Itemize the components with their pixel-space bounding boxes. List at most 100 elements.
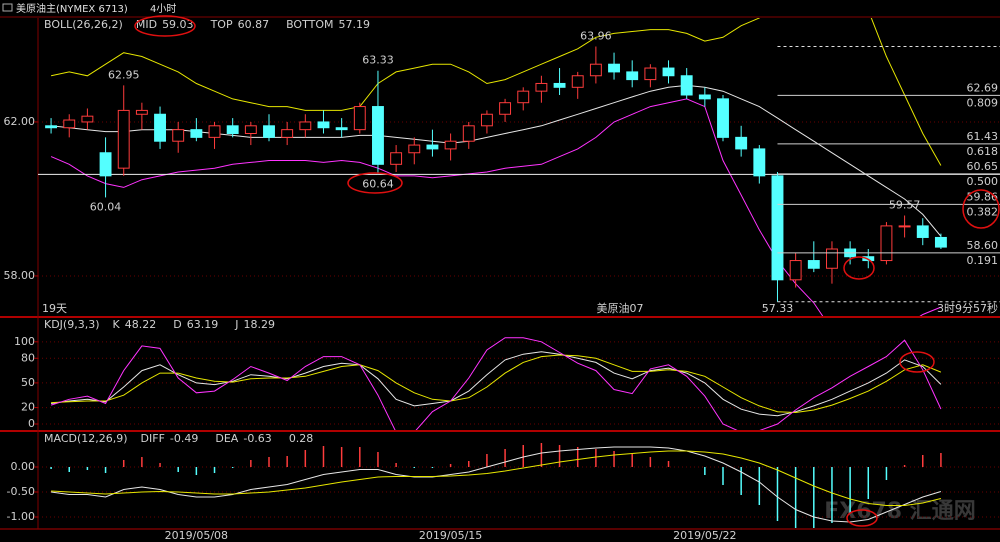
x-tick-label: 2019/05/08	[165, 529, 228, 542]
period-days: 19天	[42, 302, 67, 315]
y-tick-label: 100	[14, 335, 35, 348]
legend-text: DIFF	[141, 432, 165, 445]
fib-price: 60.65	[967, 160, 999, 173]
header-title: 美原油主(NYMEX 6713)	[16, 2, 128, 15]
candle-body	[626, 71, 639, 81]
series-line	[50, 18, 942, 166]
legend-text: TOP	[210, 18, 233, 31]
candle-body	[571, 75, 584, 88]
series-line	[51, 450, 942, 506]
candle-body	[353, 106, 366, 131]
window-icon[interactable]	[2, 3, 13, 12]
legend-text: 48.22	[125, 318, 157, 331]
fib-price: 58.60	[967, 239, 999, 252]
candle-body	[826, 248, 838, 269]
y-tick-label: 0	[28, 417, 35, 430]
series-line	[51, 446, 942, 523]
candle-body	[45, 125, 58, 129]
candle-body	[698, 94, 711, 100]
candle-body	[335, 127, 348, 131]
fib-ratio: 0.500	[967, 175, 999, 188]
candle-body	[589, 63, 602, 77]
legend-text: KDJ(9,3,3)	[44, 318, 100, 331]
low-label: 57.33	[762, 302, 794, 315]
candle-body	[63, 119, 76, 129]
fib-ratio: 0.618	[967, 145, 999, 158]
y-tick-label: 80	[21, 351, 35, 364]
candle-body	[154, 113, 166, 142]
candle-body	[317, 121, 330, 129]
highlight-circle	[843, 256, 875, 280]
fib-price: 59.86	[967, 190, 999, 203]
x-tick-label: 2019/05/22	[673, 529, 736, 542]
y-tick-label: 50	[21, 376, 35, 389]
candle-body	[408, 144, 421, 154]
candle-body	[208, 125, 221, 138]
legend-text: -0.63	[243, 432, 271, 445]
legend-text: -0.49	[170, 432, 198, 445]
fib-ratio: 0.382	[967, 205, 999, 218]
plot	[38, 443, 1000, 528]
candle-body	[735, 136, 748, 150]
legend-text: 0.28	[289, 432, 314, 445]
candle-body	[480, 113, 493, 127]
y-tick-label: -0.50	[7, 485, 35, 498]
legend-text: MID	[136, 18, 157, 31]
candle-body	[244, 125, 257, 135]
legend-text: 63.19	[187, 318, 219, 331]
candle-body	[553, 82, 566, 88]
fib-price: 62.69	[967, 81, 999, 94]
candle-body	[172, 129, 185, 142]
legend-text: 59.03	[162, 18, 194, 31]
candle-body	[771, 175, 784, 281]
low-label: 60.04	[90, 200, 122, 213]
highlight-circle	[899, 351, 935, 373]
contract-name: 美原油07	[597, 301, 644, 315]
candle-body	[535, 82, 548, 92]
y-tick-label: 58.00	[4, 269, 36, 282]
high-label: 63.33	[362, 54, 394, 67]
candle-body	[81, 115, 94, 123]
legend-text: MACD(12,26,9)	[44, 432, 128, 445]
candle-body	[372, 106, 384, 165]
candle-body	[916, 225, 929, 238]
candle-body	[717, 98, 729, 138]
fib-ratio: 0.191	[967, 254, 999, 267]
candle-body	[462, 125, 475, 142]
candle-body	[680, 75, 693, 96]
candle-body	[444, 140, 457, 150]
candle-body	[117, 109, 130, 169]
legend-text: K	[113, 318, 121, 331]
plot	[38, 337, 1000, 430]
high-label: 63.96	[580, 29, 612, 42]
candle-body	[517, 90, 530, 104]
candle-body	[807, 260, 820, 269]
legend-text: D	[173, 318, 181, 331]
candle-body	[190, 129, 203, 138]
y-tick-label: 0.00	[11, 460, 36, 473]
legend-text: 18.29	[243, 318, 275, 331]
low-label: 60.64	[362, 177, 394, 190]
highlight-circle	[962, 189, 1000, 229]
candle-body	[934, 236, 947, 248]
candle-body	[789, 260, 802, 281]
legend-text: 57.19	[338, 18, 370, 31]
highlight-circle	[846, 509, 878, 527]
high-label: 62.95	[108, 68, 140, 81]
y-tick-label: 62.00	[4, 115, 36, 128]
legend-text: BOTTOM	[286, 18, 333, 31]
candle-body	[880, 225, 893, 262]
legend-text: J	[234, 318, 238, 331]
candle-body	[499, 102, 512, 115]
candle-body	[644, 67, 657, 81]
legend-text: BOLL(26,26,2)	[44, 18, 123, 31]
candle-body	[898, 225, 911, 228]
header-period[interactable]: 4小时	[150, 3, 176, 15]
candle-body	[753, 148, 766, 177]
series-line	[50, 337, 942, 430]
legend-text: DEA	[215, 432, 238, 445]
candle-body	[390, 152, 403, 165]
plot	[38, 18, 1000, 316]
